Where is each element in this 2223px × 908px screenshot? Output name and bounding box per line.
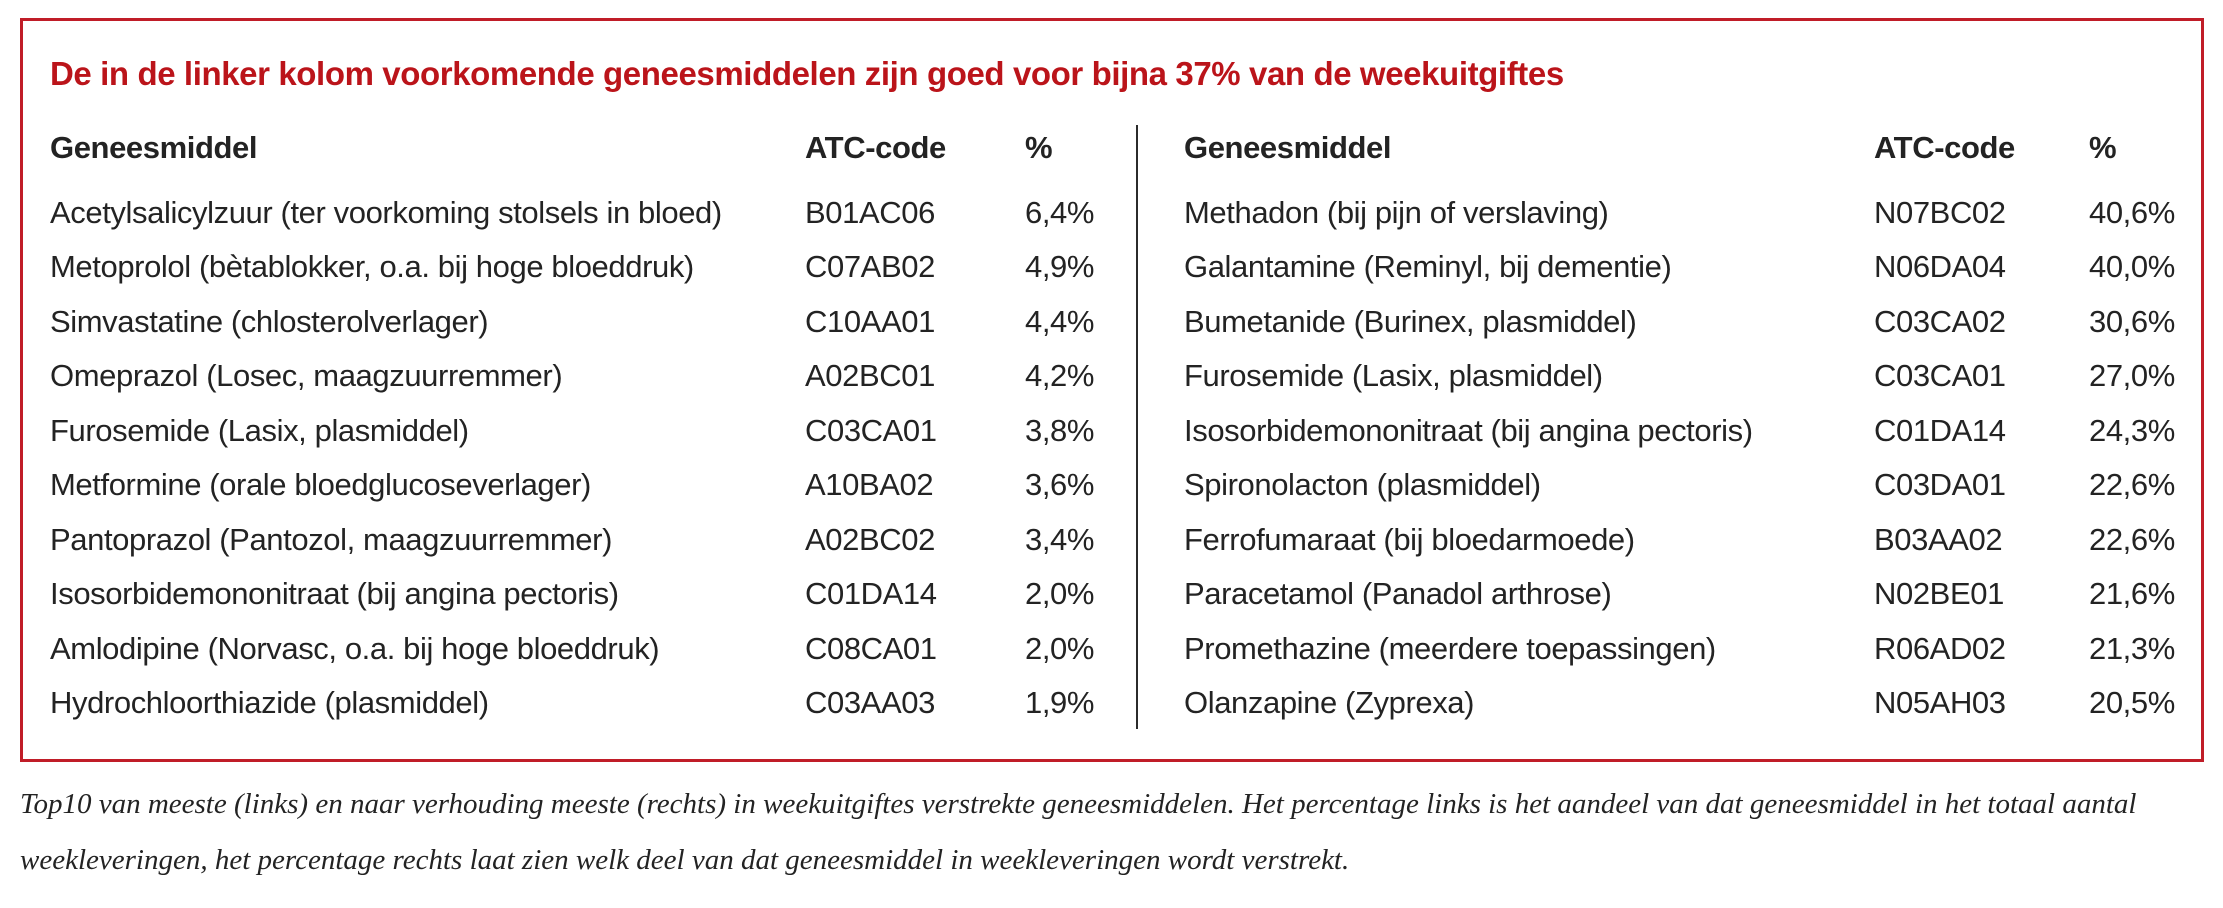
cell-percent: 40,6% [2089,194,2175,230]
cell-percent: 24,3% [2089,412,2175,448]
cell-percent: 20,5% [2089,685,2175,721]
table-row: Olanzapine (Zyprexa) N05AH03 20,5% [1184,676,2181,731]
cell-atc-code: A10BA02 [805,467,934,503]
left-header-atc-code: ATC-code [805,130,946,166]
cell-atc-code: C10AA01 [805,303,935,339]
cell-atc-code: C07AB02 [805,249,935,285]
left-table: Geneesmiddel ATC-code % Acetylsalicylzuu… [50,121,1136,731]
table-row: Paracetamol (Panadol arthrose) N02BE01 2… [1184,567,2181,622]
left-table-header: Geneesmiddel ATC-code % [50,121,1136,176]
cell-geneesmiddel: Pantoprazol (Pantozol, maagzuurremmer) [50,521,612,557]
right-header-geneesmiddel: Geneesmiddel [1184,130,1392,166]
column-divider [1136,125,1138,729]
table-row: Metoprolol (bètablokker, o.a. bij hoge b… [50,240,1136,295]
cell-geneesmiddel: Metformine (orale bloedglucoseverlager) [50,467,591,503]
right-table-body: Methadon (bij pijn of verslaving) N07BC0… [1184,186,2181,731]
cell-atc-code: A02BC02 [805,521,935,557]
table-row: Pantoprazol (Pantozol, maagzuurremmer) A… [50,513,1136,568]
cell-atc-code: N02BE01 [1874,576,2004,612]
cell-geneesmiddel: Ferrofumaraat (bij bloedarmoede) [1184,521,1635,557]
table-row: Bumetanide (Burinex, plasmiddel) C03CA02… [1184,295,2181,350]
figure-title: De in de linker kolom voorkomende genees… [50,55,1564,92]
cell-geneesmiddel: Omeprazol (Losec, maagzuurremmer) [50,358,563,394]
cell-geneesmiddel: Furosemide (Lasix, plasmiddel) [1184,358,1603,394]
cell-atc-code: C03CA01 [1874,358,2006,394]
left-header-geneesmiddel: Geneesmiddel [50,130,258,166]
cell-percent: 2,0% [1025,630,1095,666]
cell-geneesmiddel: Simvastatine (chlosterolverlager) [50,303,489,339]
table-row: Ferrofumaraat (bij bloedarmoede) B03AA02… [1184,513,2181,568]
table-row: Hydrochloorthiazide (plasmiddel) C03AA03… [50,676,1136,731]
cell-percent: 3,4% [1025,521,1095,557]
cell-geneesmiddel: Amlodipine (Norvasc, o.a. bij hoge bloed… [50,630,660,666]
cell-geneesmiddel: Paracetamol (Panadol arthrose) [1184,576,1612,612]
table-row: Simvastatine (chlosterolverlager) C10AA0… [50,295,1136,350]
cell-geneesmiddel: Promethazine (meerdere toepassingen) [1184,630,1716,666]
cell-geneesmiddel: Metoprolol (bètablokker, o.a. bij hoge b… [50,249,694,285]
table-row: Isosorbidemononitraat (bij angina pector… [1184,404,2181,459]
cell-atc-code: N06DA04 [1874,249,2006,285]
cell-geneesmiddel: Furosemide (Lasix, plasmiddel) [50,412,469,448]
table-row: Metformine (orale bloedglucoseverlager) … [50,458,1136,513]
cell-percent: 4,9% [1025,249,1095,285]
cell-atc-code: A02BC01 [805,358,935,394]
cell-percent: 3,8% [1025,412,1095,448]
cell-percent: 30,6% [2089,303,2175,339]
cell-geneesmiddel: Acetylsalicylzuur (ter voorkoming stolse… [50,194,722,230]
left-table-body: Acetylsalicylzuur (ter voorkoming stolse… [50,186,1136,731]
left-header-percent: % [1025,130,1053,166]
cell-percent: 21,6% [2089,576,2175,612]
table-row: Omeprazol (Losec, maagzuurremmer) A02BC0… [50,349,1136,404]
cell-atc-code: C08CA01 [805,630,937,666]
right-table: Geneesmiddel ATC-code % Methadon (bij pi… [1184,121,2181,731]
cell-percent: 40,0% [2089,249,2175,285]
cell-percent: 6,4% [1025,194,1095,230]
cell-percent: 4,2% [1025,358,1095,394]
cell-atc-code: R06AD02 [1874,630,2006,666]
cell-percent: 4,4% [1025,303,1095,339]
cell-atc-code: C03CA01 [805,412,937,448]
table-row: Galantamine (Reminyl, bij dementie) N06D… [1184,240,2181,295]
table-row: Isosorbidemononitraat (bij angina pector… [50,567,1136,622]
cell-percent: 27,0% [2089,358,2175,394]
cell-geneesmiddel: Olanzapine (Zyprexa) [1184,685,1475,721]
cell-atc-code: C03DA01 [1874,467,2006,503]
cell-geneesmiddel: Hydrochloorthiazide (plasmiddel) [50,685,489,721]
cell-atc-code: C03AA03 [805,685,935,721]
cell-percent: 2,0% [1025,576,1095,612]
cell-atc-code: B01AC06 [805,194,935,230]
cell-percent: 21,3% [2089,630,2175,666]
cell-percent: 22,6% [2089,521,2175,557]
table-row: Promethazine (meerdere toepassingen) R06… [1184,622,2181,677]
right-header-atc-code: ATC-code [1874,130,2015,166]
figure-box: De in de linker kolom voorkomende genees… [20,18,2204,762]
cell-atc-code: B03AA02 [1874,521,2003,557]
cell-atc-code: C03CA02 [1874,303,2006,339]
cell-percent: 1,9% [1025,685,1095,721]
cell-atc-code: C01DA14 [805,576,937,612]
table-row: Acetylsalicylzuur (ter voorkoming stolse… [50,186,1136,241]
table-row: Spironolacton (plasmiddel) C03DA01 22,6% [1184,458,2181,513]
tables-container: Geneesmiddel ATC-code % Acetylsalicylzuu… [50,121,2181,731]
cell-percent: 22,6% [2089,467,2175,503]
cell-geneesmiddel: Spironolacton (plasmiddel) [1184,467,1541,503]
table-row: Methadon (bij pijn of verslaving) N07BC0… [1184,186,2181,241]
cell-geneesmiddel: Bumetanide (Burinex, plasmiddel) [1184,303,1637,339]
cell-geneesmiddel: Methadon (bij pijn of verslaving) [1184,194,1609,230]
cell-geneesmiddel: Isosorbidemononitraat (bij angina pector… [1184,412,1753,448]
table-row: Amlodipine (Norvasc, o.a. bij hoge bloed… [50,622,1136,677]
table-row: Furosemide (Lasix, plasmiddel) C03CA01 3… [50,404,1136,459]
cell-percent: 3,6% [1025,467,1095,503]
cell-atc-code: N05AH03 [1874,685,2006,721]
cell-geneesmiddel: Galantamine (Reminyl, bij dementie) [1184,249,1672,285]
cell-atc-code: N07BC02 [1874,194,2006,230]
table-row: Furosemide (Lasix, plasmiddel) C03CA01 2… [1184,349,2181,404]
cell-atc-code: C01DA14 [1874,412,2006,448]
cell-geneesmiddel: Isosorbidemononitraat (bij angina pector… [50,576,619,612]
right-header-percent: % [2089,130,2117,166]
right-table-header: Geneesmiddel ATC-code % [1184,121,2181,176]
figure-caption: Top10 van meeste (links) en naar verhoud… [20,788,2137,876]
